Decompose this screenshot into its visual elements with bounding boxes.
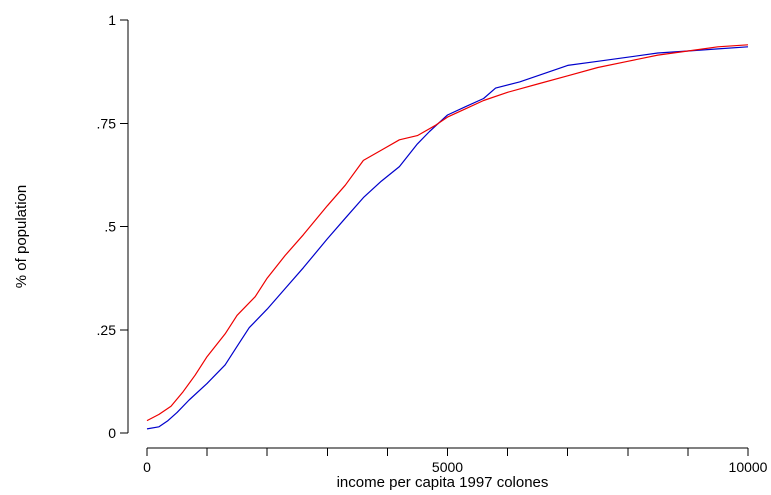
y-tick-label: .75 <box>97 115 117 131</box>
series-layer <box>146 44 749 430</box>
x-tick-label: 0 <box>143 459 151 475</box>
x-tick-label: 5000 <box>432 459 463 475</box>
y-tick-label: .25 <box>97 322 117 338</box>
y-tick-label: .5 <box>104 219 116 235</box>
y-axis-label: % of population <box>13 185 30 288</box>
y-tick-label: 0 <box>108 425 116 441</box>
series-line-1 <box>146 46 749 430</box>
y-tick-label: 1 <box>108 12 116 28</box>
axes: 0 .25 .5 .75 1 0 5000 10000 <box>97 12 768 475</box>
series-line-2 <box>146 44 749 422</box>
x-axis-label: income per capita 1997 colones <box>337 474 549 491</box>
x-tick-label: 10000 <box>729 459 768 475</box>
